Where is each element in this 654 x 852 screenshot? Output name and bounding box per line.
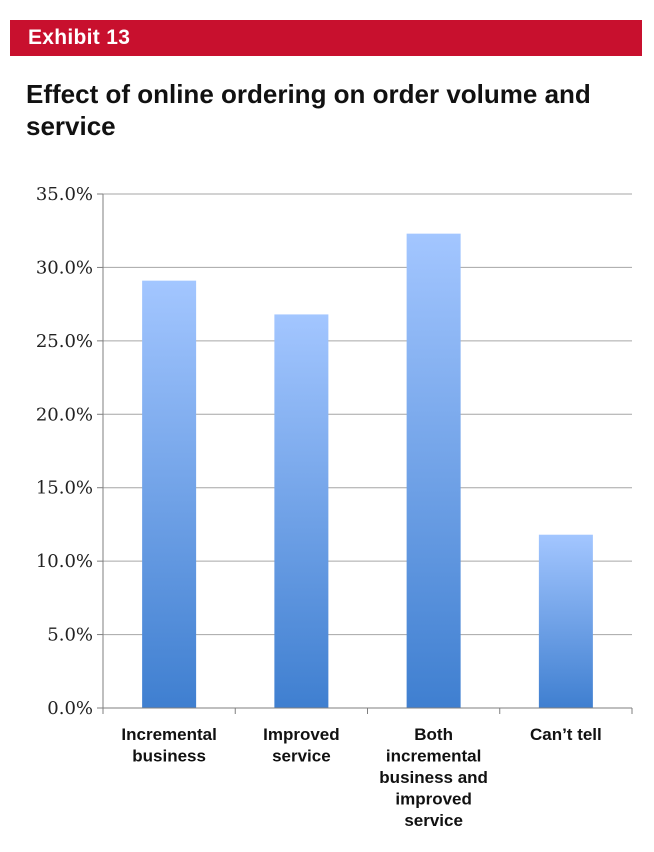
y-tick-label: 15.0% <box>36 478 93 499</box>
x-tick-label: business <box>132 747 206 766</box>
y-tick-label: 25.0% <box>36 331 93 352</box>
bar <box>274 314 329 708</box>
x-tick-label: incremental <box>386 747 481 766</box>
chart-title: Effect of online ordering on order volum… <box>26 79 591 141</box>
bar <box>538 534 593 708</box>
x-tick-label: service <box>404 811 463 830</box>
x-tick-label: improved <box>395 790 472 809</box>
y-tick-label: 0.0% <box>47 698 93 719</box>
bar <box>142 280 197 708</box>
bar <box>406 233 461 708</box>
exhibit-label: Exhibit 13 <box>28 26 131 49</box>
x-tick-label: business and <box>379 768 488 787</box>
x-tick-label: Can’t tell <box>530 725 602 744</box>
exhibit-banner: Exhibit 13 <box>10 20 642 56</box>
x-tick-label: Improved <box>263 725 340 744</box>
x-tick-label: service <box>272 747 331 766</box>
x-tick-label: Both <box>414 725 453 744</box>
x-tick-label: Incremental <box>121 725 216 744</box>
y-tick-label: 5.0% <box>47 625 93 646</box>
y-tick-label: 20.0% <box>36 404 93 425</box>
y-tick-label: 35.0% <box>36 184 93 205</box>
y-tick-label: 10.0% <box>36 551 93 572</box>
y-tick-label: 30.0% <box>36 257 93 278</box>
